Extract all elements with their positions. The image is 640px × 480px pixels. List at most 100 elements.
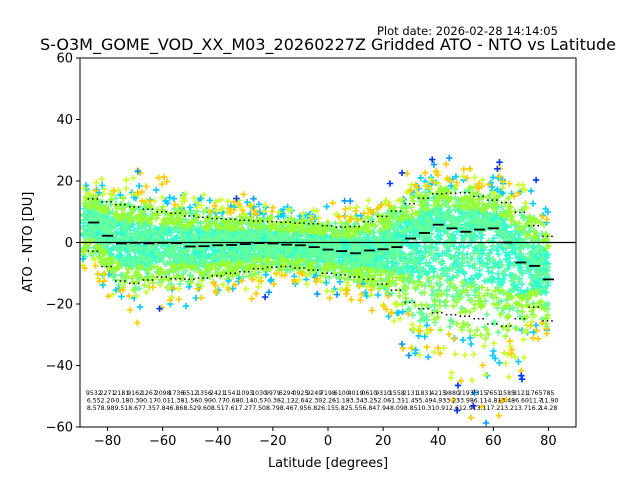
bin-stat-label: 14.28: [540, 405, 558, 412]
chart-title: S-O3M_GOME_VOD_XX_M03_20260227Z Gridded …: [40, 35, 616, 55]
bin-stat-label: 5.82: [335, 405, 349, 412]
bin-stat-label: 1541: [224, 390, 240, 397]
bin-stat-label: -4.81: [485, 398, 501, 405]
bin-stat-label: 7651: [485, 390, 501, 397]
bin-stat-label: 13.2: [500, 405, 514, 412]
bin-stat-label: 5.55: [349, 405, 363, 412]
bin-stat-label: -6.60: [513, 398, 529, 405]
bin-stat-label: 9162: [127, 390, 143, 397]
bin-stat-label: 13.1: [473, 405, 487, 412]
bin-stat-label: -0.01: [155, 398, 171, 405]
bin-stat-label: -2.26: [320, 398, 336, 405]
bin-stat-label: -0.77: [210, 398, 226, 405]
bin-stat-label: -0.68: [224, 398, 240, 405]
bin-stat-label: 8.46: [280, 405, 294, 412]
y-axis-ticks: −60 −40 −20 0 20 40 60: [46, 52, 80, 436]
x-tick-label: 60: [485, 434, 502, 449]
bin-stat-label: 4215: [430, 390, 446, 397]
bin-stat-label: 12.6: [445, 405, 459, 412]
bin-stat-label: -5.49: [416, 398, 432, 405]
bin-stat-label: -0.18: [113, 398, 129, 405]
x-axis-label: Latitude [degrees]: [268, 456, 388, 471]
bin-stat-label: 8121: [513, 390, 529, 397]
bin-stat-label: 12.9: [459, 405, 473, 412]
bin-stat-label: 8.85: [404, 405, 418, 412]
bin-stat-label: -2.12: [279, 398, 295, 405]
y-axis-label: ATO - NTO [DU]: [21, 192, 36, 293]
bin-stat-label: 2181: [113, 390, 129, 397]
x-tick-label: −80: [94, 434, 121, 449]
x-tick-label: 40: [430, 434, 447, 449]
bin-stat-label: 6294: [279, 390, 295, 397]
bin-stat-label: 8.79: [266, 405, 280, 412]
plot-date: Plot date: 2026-02-28 14:14:05: [377, 24, 558, 38]
bin-stat-label: -3.48: [499, 398, 515, 405]
bin-stat-label: 7.27: [238, 405, 252, 412]
y-tick-label: 0: [65, 236, 73, 251]
x-tick-label: −20: [259, 434, 286, 449]
bin-stat-label: -0.14: [237, 398, 253, 405]
bin-stat-label: 7.94: [376, 405, 390, 412]
bin-stat-label: 16.2: [528, 405, 542, 412]
bin-stat-label: 6.86: [170, 405, 184, 412]
y-tick-label: 60: [56, 52, 73, 67]
bin-stat-label: -1.56: [182, 398, 198, 405]
bin-stat-label: 13.7: [514, 405, 528, 412]
bin-stat-label: 17.2: [486, 405, 500, 412]
bin-stat-label: 2.20: [101, 398, 115, 405]
bin-stat-label: 2131: [403, 390, 419, 397]
bin-stat-label: 2193: [458, 390, 474, 397]
x-tick-label: −40: [204, 434, 231, 449]
bin-stat-label: 1356: [196, 390, 212, 397]
bin-stat-label: -1.31: [389, 398, 405, 405]
bin-stat-label: 785: [543, 390, 555, 397]
x-axis-ticks: −80 −60 −40 −20 0 20 40 60 80: [94, 427, 557, 449]
bin-stat-label: -6.11: [472, 398, 488, 405]
bin-stat-label: -3.34: [348, 398, 364, 405]
bin-stat-label: 1093: [237, 390, 253, 397]
bin-stat-label: 1765: [527, 390, 543, 397]
bin-stat-label: 10.9: [431, 405, 445, 412]
bin-stat-label: 8.57: [87, 405, 101, 412]
bin-stat-label: 1585: [499, 390, 515, 397]
bin-stat-label: 6100: [334, 390, 350, 397]
bin-stat-label: 7198: [320, 390, 336, 397]
bin-stat-label: 9.51: [114, 405, 128, 412]
bin-stat-label: 1831: [417, 390, 433, 397]
bin-stat-label: -11.7: [527, 398, 543, 405]
x-tick-label: −60: [149, 434, 176, 449]
bin-stat-label: 8.52: [183, 405, 197, 412]
y-tick-label: −60: [46, 421, 73, 436]
bin-stat-label: 6.84: [362, 405, 376, 412]
bin-stat-label: 8.51: [211, 405, 225, 412]
bin-stat-label: 0610: [361, 390, 377, 397]
bin-stat-label: 2421: [210, 390, 226, 397]
x-tick-label: 80: [540, 434, 557, 449]
bin-stat-label: -2.64: [292, 398, 308, 405]
bin-stat-label: 4019: [348, 390, 364, 397]
bin-stat-label: 6.55: [87, 398, 101, 405]
bin-stat-label: 1030: [251, 390, 267, 397]
bin-stat-label: -4.93: [430, 398, 446, 405]
bin-stat-label: 9532: [86, 390, 102, 397]
bin-stat-label: 8.09: [390, 405, 404, 412]
scatter-series-1: [134, 154, 490, 427]
bin-stat-label: 7.35: [142, 405, 156, 412]
scatter-series-0: [156, 156, 540, 414]
bin-stat-label: -0.17: [141, 398, 157, 405]
bin-stat-label: 9.60: [197, 405, 211, 412]
bin-stat-label: 0925: [293, 390, 309, 397]
bin-stat-label: -3.98: [458, 398, 474, 405]
bin-stat-label: 9880: [444, 390, 460, 397]
bin-stat-label: 9249: [306, 390, 322, 397]
scatter-series-7: [81, 161, 550, 421]
bin-stat-label: -3.23: [444, 398, 460, 405]
y-tick-label: 40: [56, 113, 73, 128]
scatter-series-6: [80, 165, 538, 384]
statistics-lines: [80, 191, 576, 327]
bin-stat-label: 1558: [389, 390, 405, 397]
bin-stat-label: 6.15: [321, 405, 335, 412]
y-tick-label: −40: [46, 359, 73, 374]
